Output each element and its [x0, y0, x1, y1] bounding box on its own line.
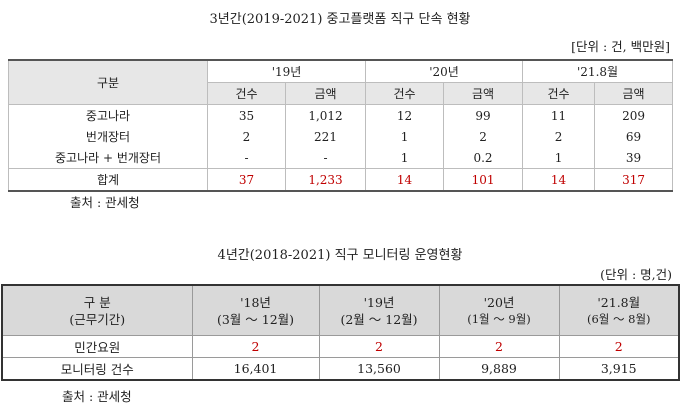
- header-count: 건수: [365, 82, 445, 105]
- table-cell: 2: [438, 335, 560, 358]
- table-row: 중고나라 35 1,012 12 99 11 209: [8, 104, 674, 126]
- header-year: '18년: [240, 294, 271, 310]
- table-cell: 0.2: [443, 147, 524, 169]
- header-year-2019: '19년: [206, 60, 367, 83]
- row-label: 중고나라: [8, 104, 208, 126]
- table-cell: 1: [365, 126, 445, 147]
- table-cell: 11: [522, 104, 596, 126]
- header-year-2019: '19년 (2월 ～ 12월): [318, 284, 440, 336]
- total-cell: 14: [365, 168, 445, 191]
- header-year-2021: '21.8월 (6월 ～ 8월): [558, 284, 680, 336]
- header-period: (6월 ～ 8월): [586, 311, 651, 326]
- header-year: '21.8월: [597, 294, 641, 310]
- table-cell: 35: [207, 104, 286, 126]
- monitoring-table: 구 분 (근무기간) '18년 (3월 ～ 12월) '19년 (2월 ～ 12…: [1, 284, 680, 381]
- table-cell: -: [207, 147, 286, 169]
- table-row: 중고나라 + 번개장터 - - 1 0.2 1 39: [8, 147, 674, 169]
- header-year-2021: '21.8월: [522, 60, 674, 83]
- table-cell: 3,915: [558, 357, 680, 380]
- header-amount: 금액: [443, 82, 524, 105]
- table-cell: 12: [365, 104, 445, 126]
- table-cell: 1: [365, 147, 445, 169]
- table-cell: 39: [594, 147, 674, 169]
- header-period-label: (근무기간): [69, 311, 126, 327]
- table2-title: 4년간(2018-2021) 직구 모니터링 운영현황: [217, 248, 463, 263]
- header-count: 건수: [522, 82, 596, 105]
- header-year: '20년: [483, 294, 515, 310]
- table-row: 번개장터 2 221 1 2 2 69: [8, 126, 674, 147]
- table-cell: 2: [318, 335, 440, 358]
- crackdown-table: 구분 '19년 '20년 '21.8월 건수 금액 건수 금액 건수 금액 중고…: [8, 59, 674, 192]
- table-cell: 1: [522, 147, 596, 169]
- table-row: 민간요원 2 2 2 2: [1, 335, 680, 358]
- table-cell: 2: [207, 126, 286, 147]
- table1-unit: [단위 : 건, 백만원]: [571, 39, 670, 54]
- header-count: 건수: [207, 82, 286, 105]
- row-label: 중고나라 + 번개장터: [8, 147, 208, 169]
- row-label: 모니터링 건수: [1, 357, 193, 380]
- header-year-2018: '18년 (3월 ～ 12월): [191, 284, 320, 336]
- header-amount: 금액: [284, 82, 367, 105]
- table-cell: 99: [443, 104, 524, 126]
- table-cell: 13,560: [318, 357, 440, 380]
- header-period: (2월 ～ 12월): [340, 311, 418, 327]
- table-cell: 221: [284, 126, 367, 147]
- table-cell: 2: [522, 126, 596, 147]
- table1-title: 3년간(2019-2021) 중고플랫폼 직구 단속 현황: [209, 12, 471, 27]
- total-cell: 14: [522, 168, 596, 191]
- table-cell: -: [284, 147, 367, 169]
- total-cell: 101: [443, 168, 524, 191]
- table-cell: 69: [594, 126, 674, 147]
- header-year: '19년: [363, 294, 395, 310]
- table-cell: 2: [191, 335, 320, 358]
- header-category: 구 분 (근무기간): [1, 284, 193, 336]
- table-cell: 1,012: [284, 104, 367, 126]
- header-category: 구분: [8, 60, 208, 105]
- header-amount: 금액: [594, 82, 674, 105]
- total-cell: 317: [594, 168, 674, 191]
- row-label: 민간요원: [1, 335, 193, 358]
- header-period: (3월 ～ 12월): [216, 311, 295, 327]
- total-cell: 1,233: [284, 168, 367, 191]
- table-cell: 2: [558, 335, 680, 358]
- table-cell: 16,401: [191, 357, 320, 380]
- header-row-metrics: 건수 금액 건수 금액 건수 금액: [9, 82, 674, 105]
- table-cell: 9,889: [438, 357, 560, 380]
- table-cell: 2: [443, 126, 524, 147]
- header-period: (1월 ～ 9월): [467, 311, 531, 326]
- row-label: 번개장터: [8, 126, 208, 147]
- table1-source: 출처 : 관세청: [70, 195, 140, 210]
- header-row-years: 구분 '19년 '20년 '21.8월: [8, 60, 674, 105]
- table-cell: 209: [594, 104, 674, 126]
- header-year-2020: '20년 (1월 ～ 9월): [438, 284, 560, 336]
- header-category-label: 구 분: [83, 294, 111, 310]
- table-row: 모니터링 건수 16,401 13,560 9,889 3,915: [1, 357, 680, 380]
- total-row: 합계 37 1,233 14 101 14 317: [8, 168, 674, 191]
- total-cell: 37: [207, 168, 286, 191]
- total-label: 합계: [8, 168, 208, 191]
- table2-unit: (단위 : 명,건): [600, 267, 672, 282]
- table2-source: 출처 : 관세청: [62, 389, 132, 404]
- header-row: 구 분 (근무기간) '18년 (3월 ～ 12월) '19년 (2월 ～ 12…: [1, 284, 680, 336]
- header-year-2020: '20년: [365, 60, 524, 83]
